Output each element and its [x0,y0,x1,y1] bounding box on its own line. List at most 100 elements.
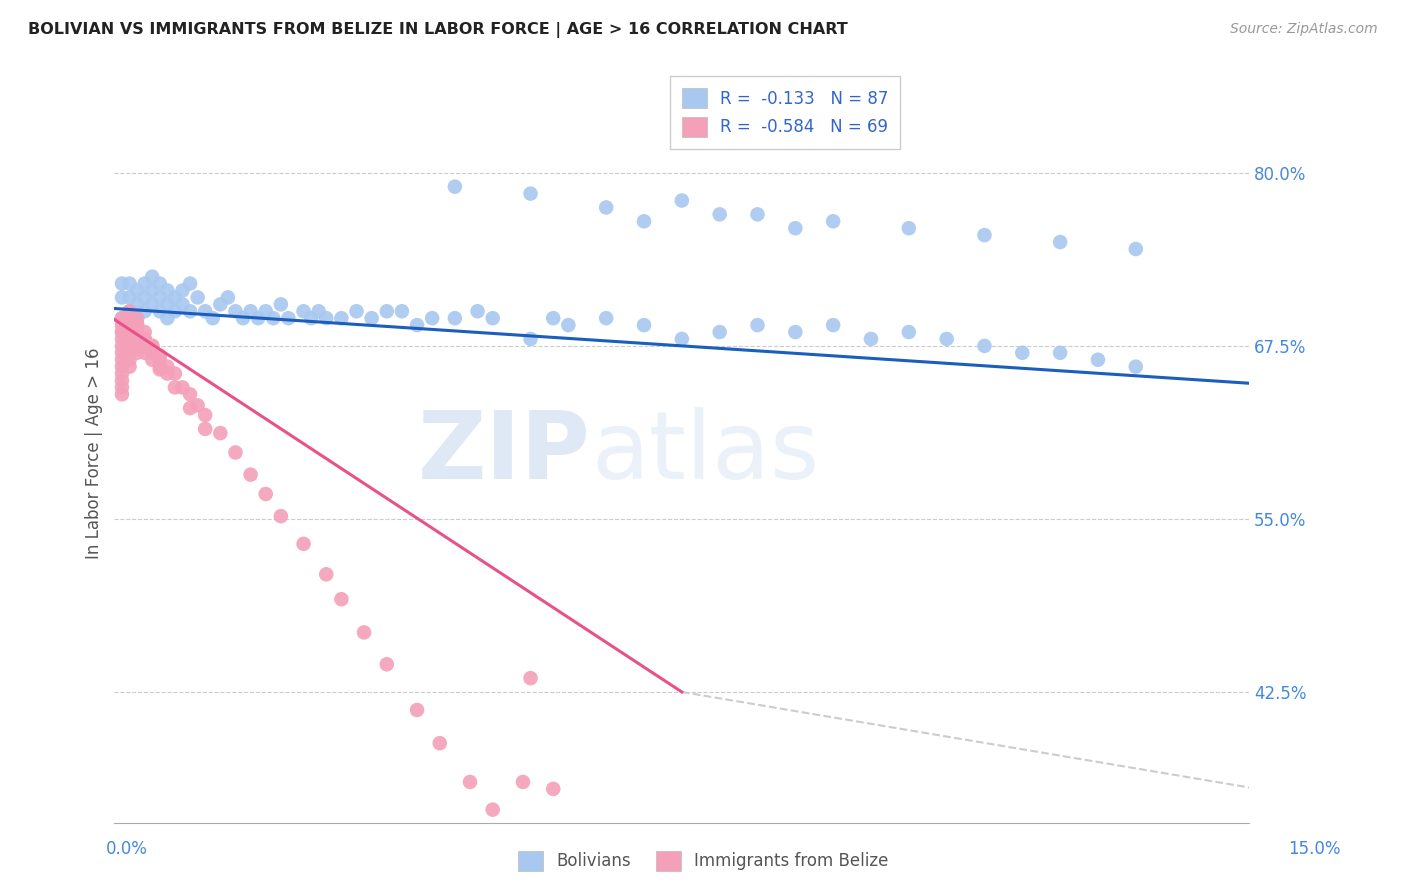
Point [595,201,617,215]
Point [111,367,134,381]
Point [429,736,451,750]
Point [111,318,134,332]
Point [156,284,179,298]
Point [299,311,322,326]
Point [111,374,134,388]
Point [1049,235,1071,249]
Point [541,781,564,796]
Point [111,277,134,291]
Text: atlas: atlas [591,407,820,500]
Point [935,332,957,346]
Point [127,311,149,326]
Point [194,408,217,422]
Point [118,277,141,291]
Point [172,297,194,311]
Point [118,332,141,346]
Text: 15.0%: 15.0% [1288,840,1341,858]
Point [709,207,731,221]
Point [163,380,186,394]
Point [595,311,617,326]
Point [859,332,882,346]
Point [134,346,156,360]
Point [156,367,179,381]
Point [292,304,315,318]
Point [127,325,149,339]
Point [141,339,163,353]
Point [149,277,172,291]
Point [127,311,149,326]
Point [747,318,769,332]
Point [118,311,141,326]
Point [458,775,481,789]
Point [149,352,172,367]
Point [156,311,179,326]
Point [118,346,141,360]
Point [179,277,201,291]
Point [353,625,375,640]
Point [127,339,149,353]
Point [375,304,398,318]
Point [375,657,398,672]
Point [557,318,579,332]
Point [127,318,149,332]
Point [141,346,163,360]
Point [149,349,172,363]
Point [187,290,209,304]
Point [823,318,845,332]
Point [315,311,337,326]
Point [127,346,149,360]
Point [179,304,201,318]
Point [134,304,156,318]
Point [973,339,995,353]
Point [292,537,315,551]
Point [118,325,141,339]
Point [467,304,489,318]
Point [897,325,920,339]
Point [118,290,141,304]
Point [519,671,541,685]
Point [111,325,134,339]
Point [194,304,217,318]
Point [633,318,655,332]
Point [330,311,353,326]
Point [519,332,541,346]
Point [254,487,277,501]
Point [481,311,503,326]
Point [141,352,163,367]
Y-axis label: In Labor Force | Age > 16: In Labor Force | Age > 16 [86,347,103,559]
Point [330,592,353,607]
Point [897,221,920,235]
Point [118,318,141,332]
Point [118,352,141,367]
Point [481,803,503,817]
Point [194,422,217,436]
Point [118,304,141,318]
Point [141,339,163,353]
Point [156,297,179,311]
Point [149,362,172,376]
Point [224,304,246,318]
Point [134,325,156,339]
Point [420,311,443,326]
Point [224,445,246,459]
Point [134,277,156,291]
Point [512,775,534,789]
Point [179,401,201,416]
Point [239,467,262,482]
Point [270,297,292,311]
Point [111,346,134,360]
Point [111,311,134,326]
Point [785,325,807,339]
Text: Source: ZipAtlas.com: Source: ZipAtlas.com [1230,22,1378,37]
Point [127,318,149,332]
Point [1087,352,1109,367]
Point [172,284,194,298]
Point [149,290,172,304]
Point [111,380,134,394]
Point [127,297,149,311]
Point [118,311,141,326]
Text: 0.0%: 0.0% [105,840,148,858]
Point [270,509,292,524]
Point [149,304,172,318]
Point [134,332,156,346]
